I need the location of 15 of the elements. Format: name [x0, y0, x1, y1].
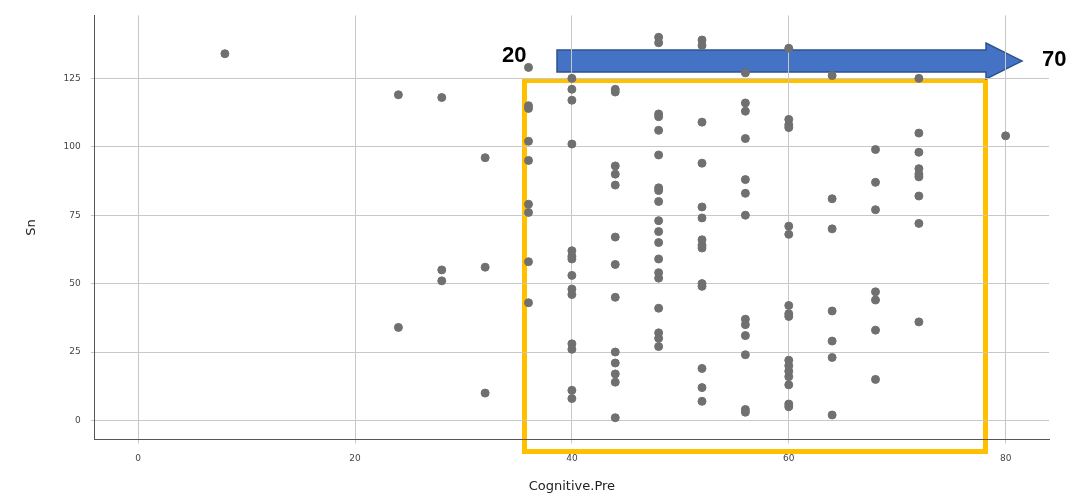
annotation: 20 [502, 42, 527, 68]
y-axis-title: Sn [23, 219, 39, 236]
x-tick-label: 0 [135, 453, 142, 464]
y-tick-label: 100 [63, 141, 82, 152]
x-tick-label: 60 [783, 453, 795, 464]
y-tick-label: 0 [75, 414, 82, 425]
x-tick-label: 80 [999, 453, 1012, 464]
x-tick-label: 40 [566, 453, 578, 464]
annotation: 70 [1042, 46, 1067, 72]
y-tick-label: 50 [69, 277, 82, 288]
y-tick-label: 75 [69, 209, 81, 220]
x-tick-label: 20 [349, 453, 362, 464]
y-tick-label: 125 [63, 72, 81, 83]
y-tick-label: 25 [69, 346, 81, 357]
x-axis-title: Cognitive.Pre [528, 477, 616, 493]
